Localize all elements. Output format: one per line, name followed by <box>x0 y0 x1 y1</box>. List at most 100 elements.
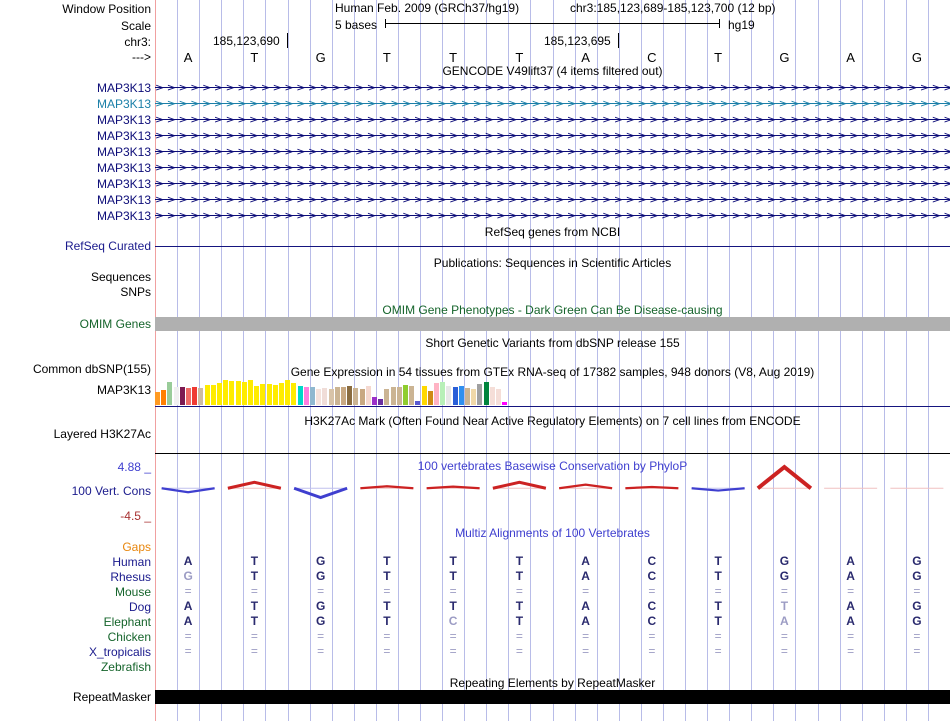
gtex-tissue-bar[interactable] <box>489 387 495 405</box>
gtex-tissue-bar[interactable] <box>384 389 390 405</box>
gtex-tissue-bar[interactable] <box>272 385 278 405</box>
gtex-tissue-bar[interactable] <box>347 386 353 405</box>
gtex-tissue-bar[interactable] <box>483 382 489 405</box>
label-omim-genes[interactable]: OMIM Genes <box>79 317 151 331</box>
gtex-tissue-bar[interactable] <box>390 387 396 405</box>
gtex-tissue-bar[interactable] <box>434 383 439 405</box>
phylop-conservation-plot[interactable] <box>155 456 950 518</box>
gtex-tissue-bar[interactable] <box>192 387 198 405</box>
gtex-tissue-bar[interactable] <box>322 388 328 405</box>
gene-label-map3k13-3[interactable]: MAP3K13 <box>96 113 151 127</box>
gencode-transcript-row[interactable]: >>>>>>>>>>>>>>>>>>>>>>>>>>>>>>>>>>>>>>>>… <box>155 81 950 94</box>
gtex-tissue-bar[interactable] <box>409 386 415 405</box>
gene-label-map3k13-5[interactable]: MAP3K13 <box>96 145 151 159</box>
gencode-transcript-row[interactable]: >>>>>>>>>>>>>>>>>>>>>>>>>>>>>>>>>>>>>>>>… <box>155 209 950 222</box>
gtex-tissue-bar[interactable] <box>210 385 216 405</box>
gencode-transcript-row[interactable]: >>>>>>>>>>>>>>>>>>>>>>>>>>>>>>>>>>>>>>>>… <box>155 113 950 126</box>
gtex-tissue-bar[interactable] <box>341 387 346 405</box>
gtex-tissue-bar[interactable] <box>260 384 266 405</box>
gtex-tissue-bar[interactable] <box>477 384 483 405</box>
gencode-transcript-row[interactable]: >>>>>>>>>>>>>>>>>>>>>>>>>>>>>>>>>>>>>>>>… <box>155 161 950 174</box>
gtex-tissue-bar[interactable] <box>161 390 167 405</box>
gene-label-map3k13-6[interactable]: MAP3K13 <box>96 161 151 175</box>
gtex-expression-barchart[interactable] <box>155 380 950 405</box>
gencode-transcript-row[interactable]: >>>>>>>>>>>>>>>>>>>>>>>>>>>>>>>>>>>>>>>>… <box>155 145 950 158</box>
label-common-dbsnp[interactable]: Common dbSNP(155) <box>32 362 151 376</box>
gtex-tissue-bar[interactable] <box>248 380 253 405</box>
gtex-tissue-bar[interactable] <box>285 380 291 405</box>
gtex-tissue-bar[interactable] <box>328 389 334 405</box>
gtex-tissue-bar[interactable] <box>266 384 272 405</box>
multiz-row-chicken[interactable]: = = = = = = = = = = = = <box>155 630 950 643</box>
label-species-x-tropicalis[interactable]: X_tropicalis <box>88 645 151 659</box>
gene-label-map3k13-4[interactable]: MAP3K13 <box>96 129 151 143</box>
gene-label-map3k13-7[interactable]: MAP3K13 <box>96 177 151 191</box>
multiz-row-zebrafish[interactable] <box>155 660 950 673</box>
label-repeatmasker[interactable]: RepeatMasker <box>72 690 151 704</box>
gene-label-map3k13-8[interactable]: MAP3K13 <box>96 193 151 207</box>
gtex-tissue-bar[interactable] <box>310 387 315 405</box>
gtex-tissue-bar[interactable] <box>316 389 322 405</box>
gtex-tissue-bar[interactable] <box>179 387 185 405</box>
gencode-transcript-row[interactable]: >>>>>>>>>>>>>>>>>>>>>>>>>>>>>>>>>>>>>>>>… <box>155 129 950 142</box>
gtex-tissue-bar[interactable] <box>372 397 377 405</box>
gtex-tissue-bar[interactable] <box>427 391 433 405</box>
repeatmasker-bar[interactable] <box>155 690 950 704</box>
gtex-tissue-bar[interactable] <box>241 382 247 405</box>
gtex-tissue-bar[interactable] <box>279 383 284 405</box>
gtex-tissue-bar[interactable] <box>229 381 235 405</box>
label-gaps[interactable]: Gaps <box>122 540 151 554</box>
gtex-tissue-bar[interactable] <box>204 385 210 405</box>
label-sequences[interactable]: Sequences <box>90 270 151 284</box>
gtex-tissue-bar[interactable] <box>173 387 179 405</box>
label-snps[interactable]: SNPs <box>120 285 151 299</box>
gtex-tissue-bar[interactable] <box>446 386 452 405</box>
gtex-tissue-bar[interactable] <box>297 386 303 405</box>
gtex-tissue-bar[interactable] <box>452 387 458 405</box>
gencode-transcript-row[interactable]: >>>>>>>>>>>>>>>>>>>>>>>>>>>>>>>>>>>>>>>>… <box>155 193 950 206</box>
gtex-tissue-bar[interactable] <box>155 392 160 405</box>
gtex-tissue-bar[interactable] <box>396 387 402 405</box>
gtex-tissue-bar[interactable] <box>254 386 260 405</box>
gtex-tissue-bar[interactable] <box>421 386 427 405</box>
omim-genes-bar[interactable] <box>155 317 950 331</box>
label-refseq-curated[interactable]: RefSeq Curated <box>64 239 151 253</box>
label-species-elephant[interactable]: Elephant <box>103 615 151 629</box>
multiz-row-x_tropicalis[interactable]: = = = = = = = = = = = = <box>155 645 950 658</box>
gtex-tissue-bar[interactable] <box>465 388 470 405</box>
gtex-tissue-bar[interactable] <box>198 388 204 405</box>
gtex-tissue-bar[interactable] <box>223 380 229 405</box>
label-species-dog[interactable]: Dog <box>128 600 151 614</box>
gtex-tissue-bar[interactable] <box>458 386 464 405</box>
label-species-mouse[interactable]: Mouse <box>114 585 151 599</box>
label-species-chicken[interactable]: Chicken <box>107 630 151 644</box>
gtex-tissue-bar[interactable] <box>291 383 297 405</box>
gencode-transcript-row[interactable]: >>>>>>>>>>>>>>>>>>>>>>>>>>>>>>>>>>>>>>>>… <box>155 177 950 190</box>
gtex-tissue-bar[interactable] <box>403 385 408 405</box>
gtex-tissue-bar[interactable] <box>415 401 421 405</box>
gene-label-map3k13-2[interactable]: MAP3K13 <box>96 97 151 111</box>
gene-label-map3k13-9[interactable]: MAP3K13 <box>96 209 151 223</box>
gtex-tissue-bar[interactable] <box>353 388 359 405</box>
gtex-tissue-bar[interactable] <box>235 381 241 405</box>
gtex-tissue-bar[interactable] <box>378 399 384 405</box>
refseq-track-line[interactable] <box>155 246 950 247</box>
gene-label-map3k13-1[interactable]: MAP3K13 <box>96 81 151 95</box>
track-data-area[interactable]: Human Feb. 2009 (GRCh37/hg19) chr3:185,1… <box>155 0 950 721</box>
gtex-tissue-bar[interactable] <box>496 389 501 405</box>
gencode-transcript-row[interactable]: >>>>>>>>>>>>>>>>>>>>>>>>>>>>>>>>>>>>>>>>… <box>155 97 950 110</box>
gtex-tissue-bar[interactable] <box>359 389 365 405</box>
label-100-vert-cons[interactable]: 100 Vert. Cons <box>71 484 151 498</box>
label-gtex-map3k13[interactable]: MAP3K13 <box>96 383 151 397</box>
label-species-zebrafish[interactable]: Zebrafish <box>100 660 151 674</box>
gtex-tissue-bar[interactable] <box>502 402 508 405</box>
gtex-tissue-bar[interactable] <box>186 388 191 405</box>
gtex-tissue-bar[interactable] <box>217 383 222 405</box>
label-layered-h3k27ac[interactable]: Layered H3K27Ac <box>53 427 151 441</box>
label-species-rhesus[interactable]: Rhesus <box>110 570 151 584</box>
gtex-tissue-bar[interactable] <box>167 382 173 405</box>
